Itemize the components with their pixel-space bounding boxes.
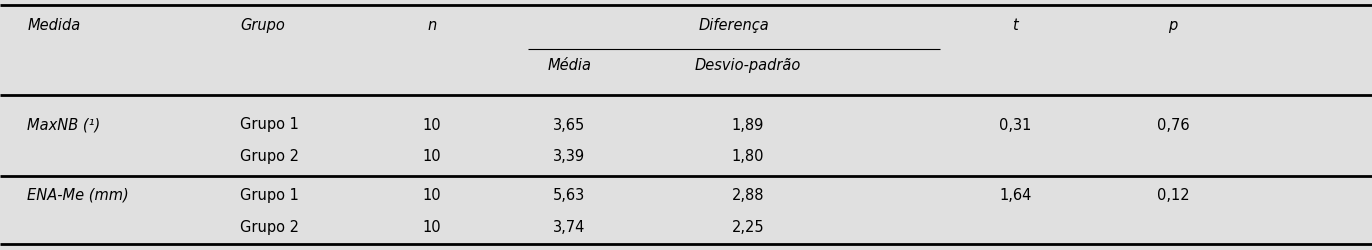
- Text: Grupo 2: Grupo 2: [240, 220, 299, 235]
- Text: 0,76: 0,76: [1157, 118, 1190, 132]
- Text: Grupo 1: Grupo 1: [240, 118, 299, 132]
- Text: 3,65: 3,65: [553, 118, 586, 132]
- Text: 10: 10: [423, 118, 442, 132]
- Text: Desvio-padrão: Desvio-padrão: [694, 58, 801, 74]
- Text: Medida: Medida: [27, 18, 81, 32]
- Text: Grupo 1: Grupo 1: [240, 188, 299, 203]
- Text: p: p: [1169, 18, 1177, 32]
- Text: 0,12: 0,12: [1157, 188, 1190, 203]
- Text: Grupo: Grupo: [240, 18, 285, 32]
- Text: n: n: [428, 18, 436, 32]
- Text: 1,89: 1,89: [731, 118, 764, 132]
- Text: 5,63: 5,63: [553, 188, 586, 203]
- Text: 10: 10: [423, 220, 442, 235]
- Text: 2,25: 2,25: [731, 220, 764, 235]
- Text: 1,80: 1,80: [731, 149, 764, 164]
- Text: 0,31: 0,31: [999, 118, 1032, 132]
- Text: 3,74: 3,74: [553, 220, 586, 235]
- Text: ENA-Me (mm): ENA-Me (mm): [27, 188, 129, 203]
- Text: 3,39: 3,39: [553, 149, 586, 164]
- Text: 1,64: 1,64: [999, 188, 1032, 203]
- Text: 2,88: 2,88: [731, 188, 764, 203]
- Text: 10: 10: [423, 188, 442, 203]
- Text: Grupo 2: Grupo 2: [240, 149, 299, 164]
- Text: MaxNB (¹): MaxNB (¹): [27, 118, 100, 132]
- Text: t: t: [1013, 18, 1018, 32]
- Text: Média: Média: [547, 58, 591, 74]
- Text: 10: 10: [423, 149, 442, 164]
- Text: Diferença: Diferença: [698, 18, 770, 32]
